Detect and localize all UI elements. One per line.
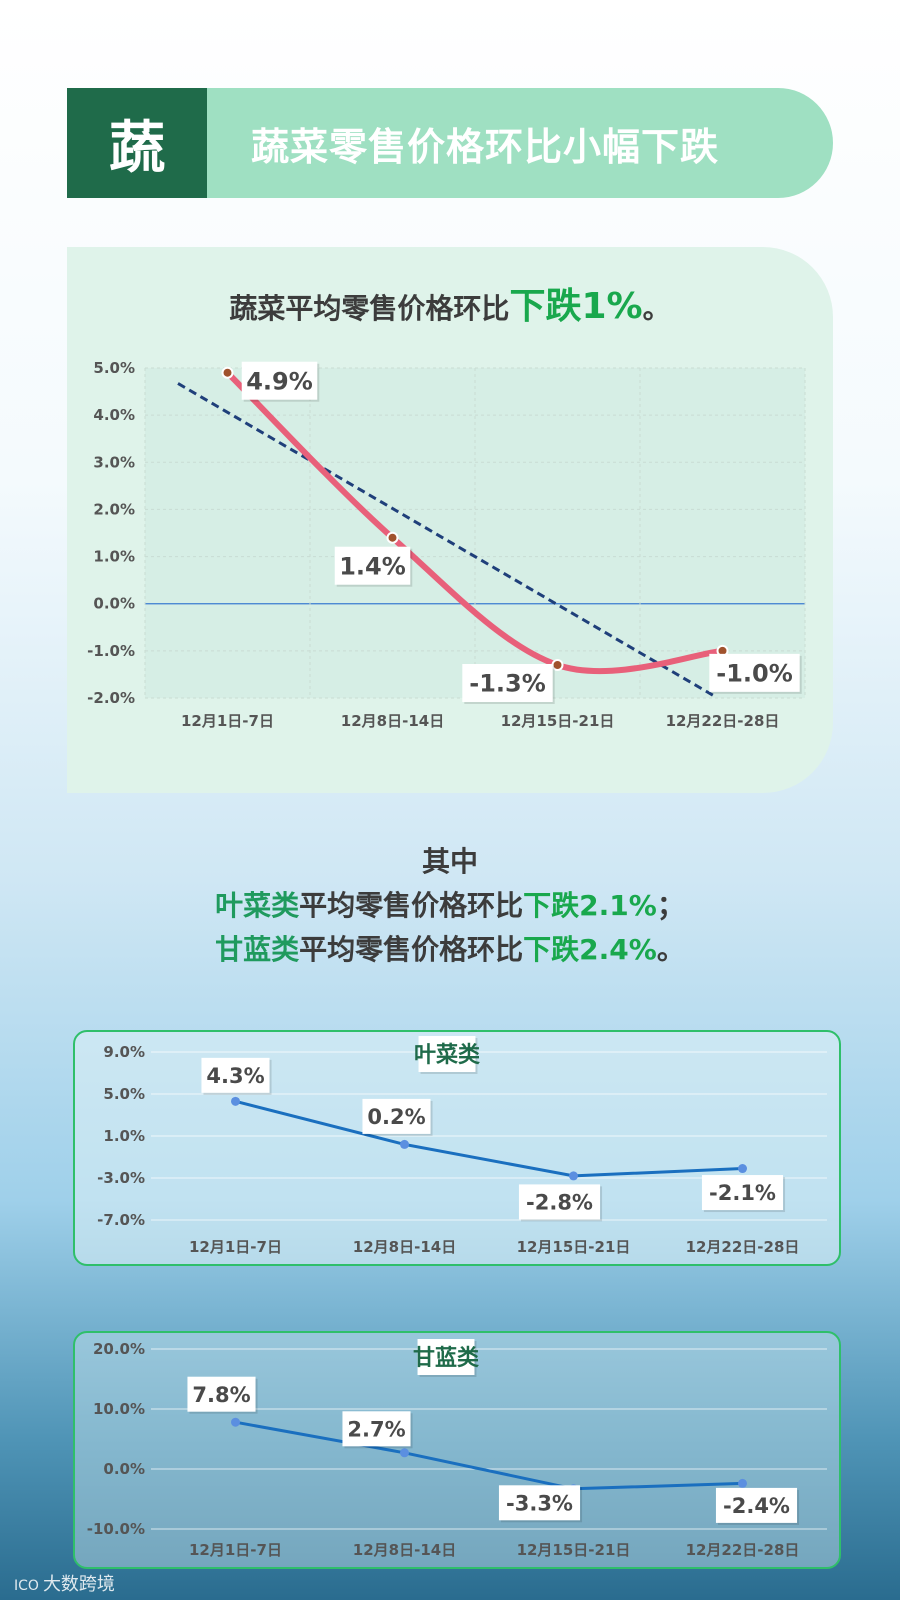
y-tick-label: 1.0% xyxy=(93,548,135,566)
y-tick-label: 4.0% xyxy=(93,406,135,424)
data-label: -1.3% xyxy=(469,670,546,698)
y-tick-label: -7.0% xyxy=(97,1211,145,1229)
chart-title-box xyxy=(417,1339,475,1375)
leafy-value: 下跌2.1% xyxy=(523,889,657,922)
footer-logo: ICO 大数跨境 xyxy=(14,1570,115,1596)
chart-title: 叶菜类 xyxy=(414,1043,481,1068)
data-label: -2.1% xyxy=(709,1181,776,1205)
x-tick-label: 12月22日-28日 xyxy=(686,1541,800,1559)
header-badge: 蔬 xyxy=(67,88,207,198)
x-tick-label: 12月15日-21日 xyxy=(517,1238,631,1256)
y-tick-label: 3.0% xyxy=(93,453,135,471)
data-label-box xyxy=(709,653,800,692)
y-tick-label: 2.0% xyxy=(93,500,135,518)
data-label-box xyxy=(241,361,318,400)
data-point xyxy=(738,1478,747,1488)
data-point xyxy=(231,1096,240,1106)
data-point xyxy=(386,531,399,544)
cabbage-end: 。 xyxy=(656,933,685,966)
data-point xyxy=(400,1139,409,1149)
x-tick-label: 12月8日-14日 xyxy=(353,1238,456,1256)
data-label-box xyxy=(334,546,411,585)
leafy-end: ； xyxy=(656,889,685,922)
y-tick-label: 0.0% xyxy=(103,1460,145,1478)
cabbage-mid: 平均零售价格环比 xyxy=(299,933,524,966)
data-label: 1.4% xyxy=(339,552,406,580)
series-line xyxy=(224,369,726,675)
y-tick-label: 0.0% xyxy=(93,595,135,613)
data-label: 4.3% xyxy=(206,1064,264,1088)
data-label: -2.8% xyxy=(526,1190,593,1214)
data-label-box xyxy=(201,1057,270,1093)
y-tick-label: -1.0% xyxy=(87,642,135,660)
subtitle-highlight: 下跌1% xyxy=(509,286,643,327)
notes-cabbage: 甘蓝类平均零售价格环比下跌2.4%。 xyxy=(0,928,900,972)
data-label-box xyxy=(462,664,553,702)
x-tick-label: 12月1日-7日 xyxy=(181,712,274,730)
footer-logo-text: 大数跨境 xyxy=(42,1574,115,1595)
page-title: 蔬菜零售价格环比小幅下跌 xyxy=(250,124,719,169)
y-tick-label: -3.0% xyxy=(97,1169,145,1187)
subtitle-suffix: 。 xyxy=(642,292,671,325)
vegetable-price-chart: 5.0% 4.0% 3.0% 2.0% 1.0% 0.0% -1.0% -2.0% 12月1日-… xyxy=(87,359,806,730)
data-label-box xyxy=(342,1411,411,1447)
data-label: -2.4% xyxy=(723,1494,790,1518)
cabbage-name: 甘蓝类 xyxy=(215,933,300,966)
data-label: -1.0% xyxy=(716,659,793,687)
data-label: 0.2% xyxy=(367,1105,425,1129)
data-label-box xyxy=(362,1098,431,1134)
x-tick-label: 12月1日-7日 xyxy=(189,1238,282,1256)
x-tick-label: 12月8日-14日 xyxy=(341,712,444,730)
y-tick-label: 10.0% xyxy=(93,1400,145,1418)
data-label-box xyxy=(715,1487,798,1523)
data-point xyxy=(231,1417,240,1427)
footer-logo-mark: ICO xyxy=(14,1578,39,1594)
series-line xyxy=(235,1099,743,1178)
data-label-box xyxy=(498,1485,581,1521)
data-label: 7.8% xyxy=(192,1383,250,1407)
cabbage-value: 下跌2.4% xyxy=(523,933,657,966)
chart-title: 甘蓝类 xyxy=(413,1346,480,1371)
main-chart-subtitle: 蔬菜平均零售价格环比下跌1%。 xyxy=(67,277,833,329)
data-label: -3.3% xyxy=(506,1491,573,1515)
y-tick-label: 1.0% xyxy=(103,1127,145,1145)
subtitle-prefix: 蔬菜平均零售价格环比 xyxy=(229,292,510,325)
x-tick-label: 12月22日-28日 xyxy=(666,712,780,730)
data-point xyxy=(569,1171,578,1181)
chart-title-box xyxy=(418,1036,476,1072)
y-tick-label: -2.0% xyxy=(87,689,135,707)
y-tick-label: -10.0% xyxy=(87,1520,145,1538)
x-tick-label: 12月22日-28日 xyxy=(686,1238,800,1256)
data-label: 2.7% xyxy=(347,1417,405,1441)
data-label-box xyxy=(518,1184,601,1220)
data-label-box xyxy=(187,1376,256,1412)
data-point xyxy=(221,366,234,379)
category-notes: 其中 叶菜类平均零售价格环比下跌2.1%； 甘蓝类平均零售价格环比下跌2.4%。 xyxy=(0,840,900,972)
notes-leafy: 叶菜类平均零售价格环比下跌2.1%； xyxy=(0,884,900,928)
y-tick-label: 9.0% xyxy=(103,1043,145,1061)
x-tick-label: 12月8日-14日 xyxy=(353,1541,456,1559)
y-tick-label: 20.0% xyxy=(93,1340,145,1358)
x-tick-label: 12月15日-21日 xyxy=(517,1541,631,1559)
leafy-vegetable-chart: 9.0% 5.0% 1.0% -3.0% -7.0% 12月1日-7日 12月8日-14日 1… xyxy=(97,1036,827,1256)
leafy-name: 叶菜类 xyxy=(215,889,300,922)
cabbage-vegetable-chart: 20.0% 10.0% 0.0% -10.0% 12月1日-7日 12月8日-14日 12月… xyxy=(87,1339,827,1559)
data-label-box xyxy=(701,1175,784,1211)
data-point xyxy=(400,1448,409,1458)
x-tick-label: 12月15日-21日 xyxy=(501,712,615,730)
series-line xyxy=(235,1420,743,1491)
y-tick-label: 5.0% xyxy=(103,1085,145,1103)
leafy-mid: 平均零售价格环比 xyxy=(299,889,524,922)
data-point xyxy=(738,1164,747,1174)
y-tick-label: 5.0% xyxy=(93,359,135,377)
notes-heading: 其中 xyxy=(421,845,478,878)
header-banner: 蔬 蔬菜零售价格环比小幅下跌 xyxy=(67,88,833,198)
x-tick-label: 12月1日-7日 xyxy=(189,1541,282,1559)
data-label: 4.9% xyxy=(246,367,313,395)
